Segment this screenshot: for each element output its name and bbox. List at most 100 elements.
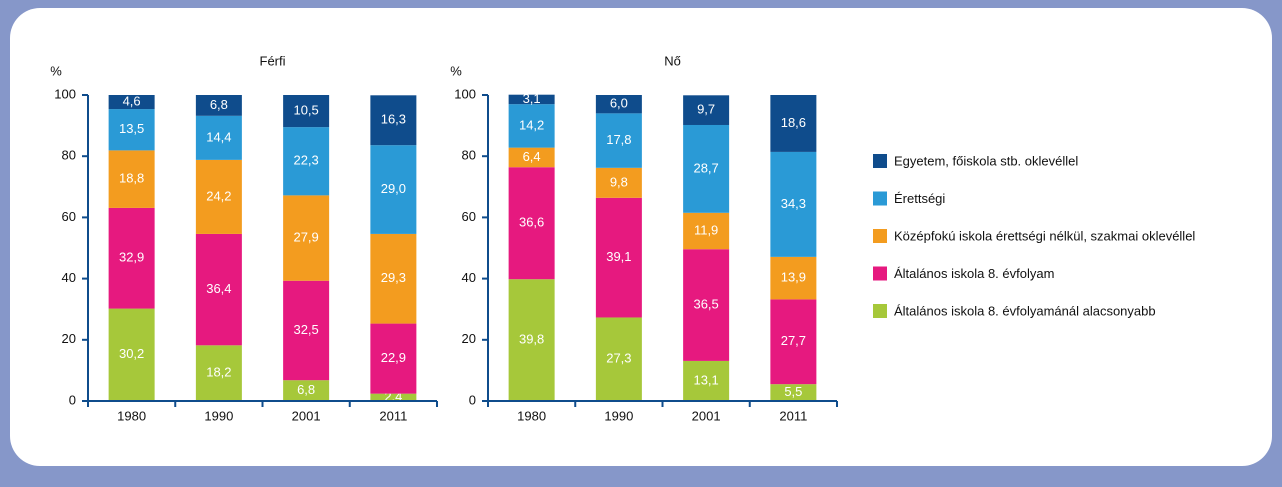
bar-segment <box>283 95 330 128</box>
bar-segment <box>195 95 242 116</box>
y-tick-label: 40 <box>62 270 76 285</box>
bar-segment <box>195 345 242 401</box>
bar-segment <box>770 95 817 152</box>
bar-segment <box>108 308 155 401</box>
data-label: 36,4 <box>206 281 231 296</box>
bar-segment <box>770 384 817 401</box>
y-axis-label: % <box>50 63 62 78</box>
bar-segment <box>283 280 330 381</box>
x-tick-label: 2001 <box>292 408 321 423</box>
bar-segment <box>508 94 555 105</box>
bar-segment <box>370 233 417 324</box>
y-tick-label: 0 <box>469 392 476 407</box>
bar-segment <box>595 167 642 198</box>
y-tick-label: 80 <box>462 148 476 163</box>
data-label: 32,9 <box>119 250 144 265</box>
legend-swatch <box>873 304 887 318</box>
legend-swatch <box>873 229 887 243</box>
data-label: 10,5 <box>293 103 318 118</box>
data-label: 39,1 <box>606 249 631 264</box>
data-label: 13,5 <box>119 121 144 136</box>
data-label: 18,8 <box>119 171 144 186</box>
bar-segment <box>108 150 155 208</box>
y-tick-label: 60 <box>62 209 76 224</box>
bar-segment <box>770 299 817 385</box>
bar-segment <box>683 124 730 213</box>
x-tick-label: 1990 <box>604 408 633 423</box>
data-label: 39,8 <box>519 332 544 347</box>
bar-segment <box>370 323 417 394</box>
bar-segment <box>283 195 330 281</box>
legend-swatch <box>873 154 887 168</box>
bar-segment <box>683 360 730 401</box>
bar-segment <box>283 380 330 401</box>
legend-label: Általános iskola 8. évfolyamánál alacson… <box>894 303 1156 318</box>
data-label: 17,8 <box>606 132 631 147</box>
bar-segment <box>595 95 642 114</box>
data-label: 14,2 <box>519 117 544 132</box>
data-label: 27,3 <box>606 351 631 366</box>
data-label: 13,9 <box>781 270 806 285</box>
bar-segment <box>683 95 730 125</box>
data-label: 4,6 <box>123 93 141 108</box>
legend-swatch <box>873 191 887 206</box>
legend-label: Általános iskola 8. évfolyam <box>894 266 1054 281</box>
chart-title: Nő <box>664 53 681 68</box>
legend-label: Egyetem, főiskola stb. oklevéllel <box>894 153 1078 168</box>
data-label: 22,3 <box>293 153 318 168</box>
y-tick-label: 100 <box>54 86 76 101</box>
data-label: 18,6 <box>781 115 806 130</box>
data-label: 34,3 <box>781 196 806 211</box>
legend-label: Középfokú iskola érettségi nélkül, szakm… <box>894 228 1195 243</box>
legend-label: Érettségi <box>894 191 945 206</box>
bar-segment <box>683 249 730 361</box>
data-label: 6,8 <box>210 97 228 112</box>
bar-segment <box>595 197 642 318</box>
x-tick-label: 1980 <box>117 408 146 423</box>
data-label: 27,9 <box>293 229 318 244</box>
data-label: 18,2 <box>206 365 231 380</box>
data-label: 11,9 <box>694 222 718 237</box>
data-label: 36,6 <box>519 215 544 230</box>
data-label: 32,5 <box>293 322 318 337</box>
data-label: 16,3 <box>381 112 406 127</box>
bar-segment <box>770 256 817 300</box>
y-tick-label: 80 <box>62 148 76 163</box>
data-label: 36,5 <box>693 297 718 312</box>
bar-segment <box>683 212 730 250</box>
data-label: 6,4 <box>523 149 541 164</box>
data-label: 29,3 <box>381 270 406 285</box>
y-tick-label: 60 <box>462 209 476 224</box>
data-label: 6,8 <box>297 382 315 397</box>
data-label: 22,9 <box>381 350 406 365</box>
bar-segment <box>370 95 417 146</box>
x-tick-label: 2011 <box>379 408 407 423</box>
bar-segment <box>595 113 642 168</box>
y-tick-label: 20 <box>462 331 476 346</box>
x-tick-label: 1990 <box>204 408 233 423</box>
data-label: 5,5 <box>784 384 802 399</box>
bar-segment <box>370 393 417 401</box>
data-label: 6,0 <box>610 96 628 111</box>
data-label: 14,4 <box>206 129 231 144</box>
bar-segment <box>195 233 242 346</box>
x-tick-label: 2001 <box>692 408 721 423</box>
data-label: 30,2 <box>119 346 144 361</box>
bar-segment <box>508 167 555 280</box>
bar-segment <box>283 127 330 196</box>
bar-segment <box>108 95 155 110</box>
data-label: 9,8 <box>610 174 628 189</box>
bar-segment <box>508 104 555 148</box>
y-tick-label: 40 <box>462 270 476 285</box>
data-label: 13,1 <box>693 372 718 387</box>
x-tick-label: 2011 <box>779 408 807 423</box>
data-label: 29,0 <box>381 181 406 196</box>
y-tick-label: 20 <box>62 331 76 346</box>
bar-segment <box>595 317 642 401</box>
legend-swatch <box>873 266 887 281</box>
bar-segment <box>508 279 555 401</box>
bar-segment <box>770 151 817 257</box>
data-label: 3,1 <box>523 91 541 106</box>
bar-segment <box>508 147 555 168</box>
